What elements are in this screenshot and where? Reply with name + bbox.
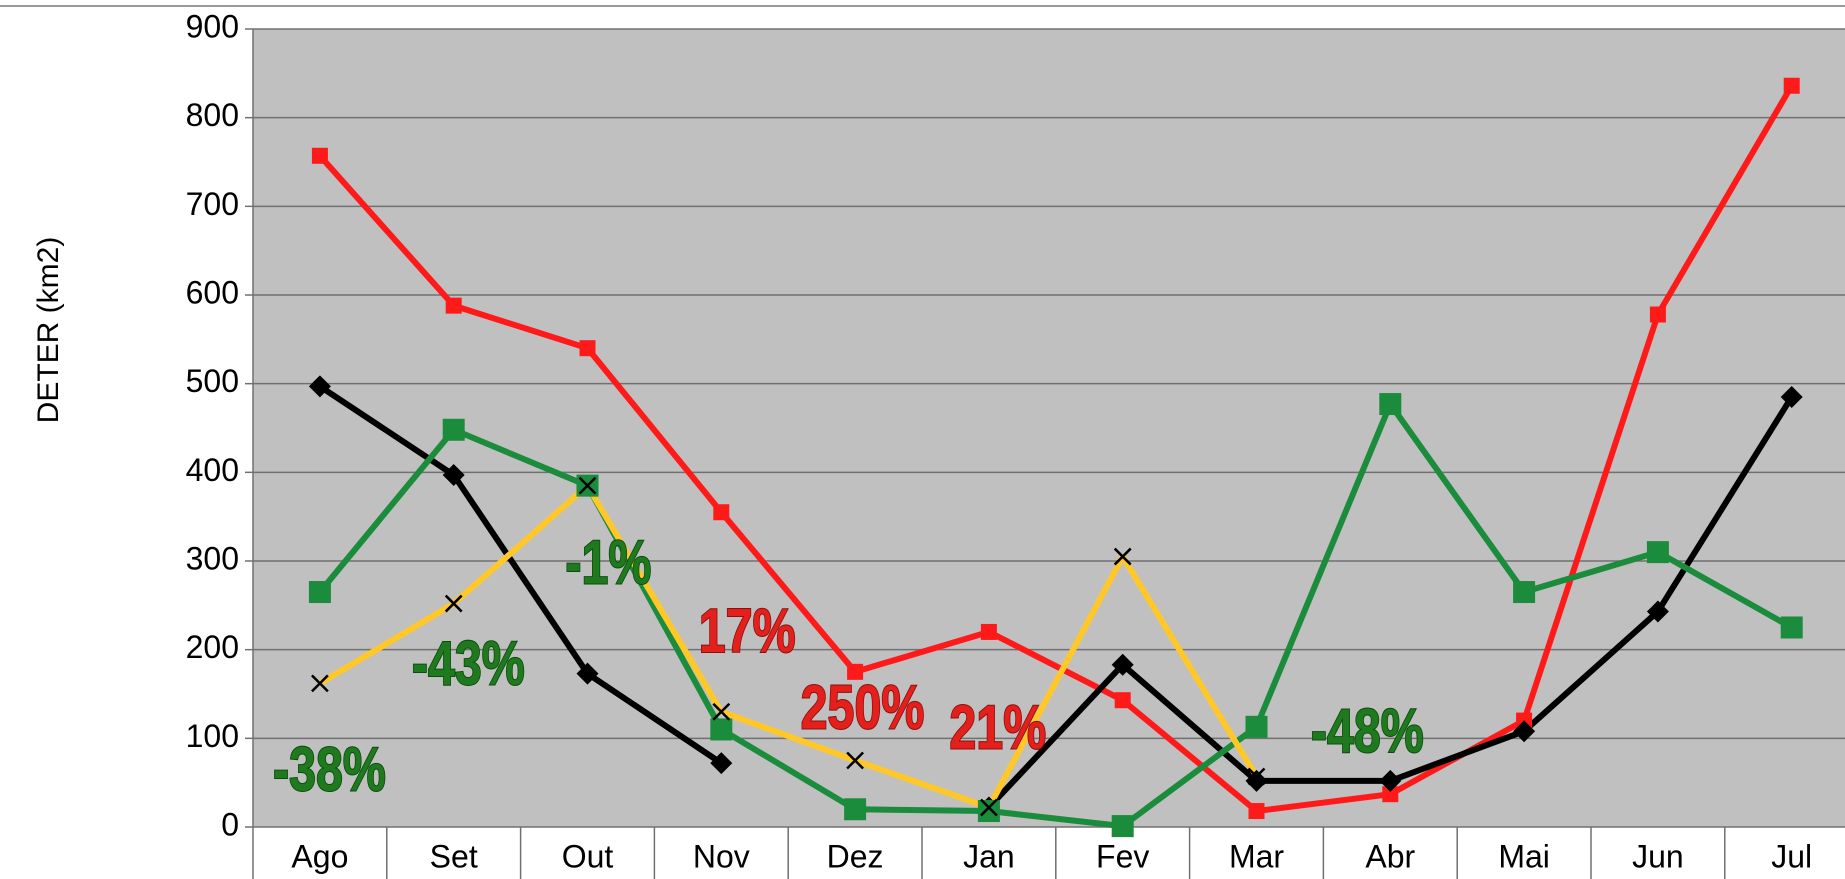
y-tick-label: 800	[186, 97, 239, 133]
x-tick-label: Abr	[1365, 838, 1415, 874]
y-tick-label: 700	[186, 186, 239, 222]
annotation: -1%	[565, 528, 651, 597]
marker	[712, 702, 731, 721]
marker	[576, 662, 599, 685]
marker	[1245, 769, 1268, 792]
series-line	[317, 84, 1795, 815]
marker	[1379, 769, 1402, 792]
x-tick-label: Jun	[1632, 838, 1684, 874]
y-axis-label: DETER (km2)	[32, 237, 65, 424]
marker	[980, 798, 998, 817]
marker	[847, 663, 864, 680]
x-tick-label: Out	[562, 838, 614, 874]
marker	[710, 718, 733, 741]
marker	[578, 476, 597, 495]
marker	[1649, 306, 1666, 323]
marker	[713, 504, 730, 521]
x-tick-label: Jul	[1771, 838, 1812, 874]
marker	[980, 623, 997, 640]
annotation: 21%	[949, 693, 1046, 762]
marker	[308, 375, 331, 398]
annotation: 17%	[699, 596, 796, 665]
x-tick-label: Mai	[1498, 838, 1550, 874]
annotation: -43%	[412, 629, 525, 698]
marker	[977, 800, 1000, 823]
marker	[1783, 77, 1800, 94]
marker	[311, 674, 329, 693]
marker	[1513, 720, 1536, 743]
x-tick-label: Mar	[1229, 838, 1284, 874]
marker	[1247, 767, 1266, 786]
marker	[1245, 715, 1268, 738]
y-tick-label: 0	[221, 806, 239, 842]
marker	[1114, 692, 1131, 709]
marker	[1379, 393, 1402, 416]
marker	[1113, 547, 1132, 566]
annotation: -38%	[273, 735, 386, 804]
y-tick-label: 600	[186, 274, 239, 310]
marker	[442, 463, 465, 486]
marker	[1382, 786, 1399, 803]
marker	[1111, 653, 1134, 676]
marker	[1248, 803, 1265, 820]
marker	[308, 581, 331, 604]
series-line	[317, 401, 1794, 830]
marker	[1780, 385, 1803, 408]
x-tick-label: Ago	[291, 838, 348, 874]
y-tick-label: 500	[186, 363, 239, 399]
x-tick-label: Dez	[827, 838, 884, 874]
plot: 0 100 200 300 400 500 600 700 800 900 Ago Set Out Nov…	[186, 8, 1845, 879]
marker	[1646, 600, 1669, 623]
y-tick-label: 300	[186, 540, 239, 576]
x-tick-label: Jan	[963, 838, 1015, 874]
marker	[1513, 581, 1536, 604]
marker	[844, 798, 867, 821]
marker	[1646, 541, 1669, 564]
marker	[1780, 616, 1803, 639]
marker	[846, 751, 864, 770]
marker	[444, 594, 463, 613]
plot-area	[253, 29, 1845, 827]
y-tick-label: 400	[186, 452, 239, 488]
marker	[710, 752, 733, 775]
x-tick-label: Nov	[693, 838, 750, 874]
marker	[1111, 815, 1134, 838]
y-tick-label: 900	[186, 8, 239, 44]
annotation: 250%	[801, 673, 925, 742]
marker	[579, 340, 596, 357]
marker	[442, 418, 465, 441]
x-tick-label: Fev	[1096, 838, 1149, 874]
marker	[445, 297, 462, 314]
y-tick-label: 200	[186, 629, 239, 665]
y-tick-label: 100	[186, 718, 239, 754]
x-tick-label: Set	[430, 838, 478, 874]
series-line	[318, 482, 1260, 811]
marker	[311, 147, 328, 164]
annotation: -48%	[1311, 696, 1424, 765]
